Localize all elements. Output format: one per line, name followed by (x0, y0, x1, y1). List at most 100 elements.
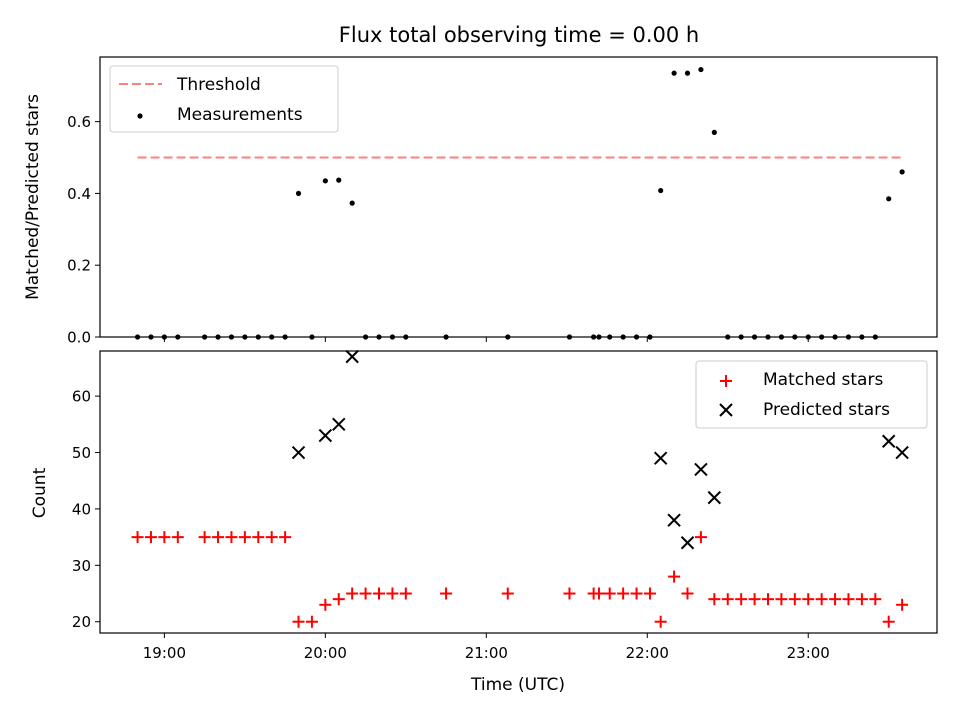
measurement-point (349, 200, 355, 206)
matched-star-point (761, 593, 774, 606)
predicted-stars-points (291, 349, 909, 550)
matched-star-point (386, 587, 399, 600)
matched-star-point (359, 587, 372, 600)
measurement-point (671, 70, 677, 76)
chart-title: Flux total observing time = 0.00 h (339, 23, 699, 47)
measurement-point (698, 66, 704, 73)
measurement-point (591, 334, 597, 340)
legend-matched-label: Matched stars (763, 370, 883, 390)
bottom-y-tick-label: 40 (72, 500, 91, 518)
legend-predicted-label: Predicted stars (763, 400, 890, 420)
measurement-point (633, 334, 640, 340)
top-y-tick-label: 0.4 (67, 185, 91, 203)
matched-star-point (815, 593, 828, 606)
measurement-point (792, 334, 798, 340)
bottom-legend-box (695, 360, 928, 429)
bottom-y-tick-label: 60 (72, 388, 91, 406)
bottom-x-tick-label: 22:00 (626, 644, 669, 662)
measurement-point (805, 334, 811, 340)
measurement-point (751, 334, 758, 340)
matched-star-point (708, 593, 721, 606)
matched-star-point (212, 531, 225, 544)
bottom-y-ticks: 20 30 40 50 60 (72, 388, 100, 631)
measurement-point (658, 187, 664, 194)
measurement-point (872, 334, 878, 340)
matched-star-point (144, 531, 157, 544)
matched-star-point (440, 587, 453, 600)
matched-star-point (802, 593, 815, 606)
matched-star-point (252, 531, 265, 544)
matched-star-point (603, 587, 616, 600)
matched-star-point (668, 570, 681, 583)
matched-star-point (238, 531, 251, 544)
bottom-legend: Matched stars Predicted stars (695, 360, 928, 429)
legend-matched-swatch (720, 375, 732, 387)
matched-star-point (319, 598, 332, 611)
matched-star-point (198, 531, 211, 544)
matched-star-point (279, 531, 292, 544)
measurement-point (765, 334, 771, 340)
matched-star-point (829, 593, 842, 606)
measurement-point (607, 334, 613, 340)
predicted-star-point (895, 445, 909, 460)
predicted-star-point (707, 490, 722, 505)
measurement-point (202, 334, 208, 340)
measurement-point (778, 334, 785, 340)
measurement-point (443, 334, 449, 340)
measurement-point (336, 177, 342, 183)
legend-threshold-label: Threshold (176, 75, 261, 95)
measurement-point (711, 129, 717, 135)
matched-star-point (292, 615, 305, 628)
matched-star-point (171, 531, 184, 544)
matched-stars-points (131, 531, 909, 628)
measurement-point (886, 196, 892, 202)
measurement-points (134, 66, 905, 340)
measurement-point (819, 334, 825, 340)
matched-star-point (643, 587, 656, 600)
measurement-point (738, 334, 744, 340)
bottom-x-tick-label: 23:00 (787, 644, 830, 662)
matched-star-point (265, 531, 278, 544)
matched-star-point (654, 615, 667, 628)
matched-star-point (855, 593, 868, 606)
bottom-axes-frame (99, 350, 938, 634)
matched-star-point (748, 593, 761, 606)
measurement-point (175, 334, 181, 340)
matched-star-point (842, 593, 855, 606)
measurement-point (161, 334, 167, 340)
measurement-point (295, 190, 302, 197)
top-axes-frame (99, 56, 938, 338)
predicted-star-point (694, 462, 708, 477)
measurement-point (282, 334, 288, 340)
measurement-point (505, 334, 511, 340)
matched-star-point (158, 531, 171, 544)
measurement-point (859, 334, 865, 340)
measurement-point (228, 334, 235, 340)
matched-star-point (373, 587, 385, 600)
matched-star-point (721, 593, 734, 606)
bottom-x-tick-label: 21:00 (465, 644, 508, 662)
matched-star-point (775, 593, 788, 606)
measurement-point (134, 334, 141, 340)
measurement-point (832, 334, 838, 340)
top-y-tick-label: 0.6 (67, 113, 91, 131)
matched-star-point (617, 587, 630, 600)
measurement-point (148, 334, 154, 340)
measurement-point (566, 334, 573, 340)
measurement-point (322, 178, 328, 184)
matched-star-point (592, 587, 605, 600)
top-panel: 0.0 0.2 0.4 0.6 Matched/Predicted stars Thr… (23, 56, 938, 347)
measurement-point (389, 334, 396, 340)
predicted-star-point (680, 536, 695, 550)
matched-star-point (896, 598, 909, 611)
predicted-star-point (291, 445, 306, 460)
measurement-point (215, 334, 221, 340)
measurement-point (362, 334, 369, 340)
bottom-x-tick-label: 20:00 (304, 644, 347, 662)
matched-star-point (869, 593, 882, 606)
measurement-point (647, 334, 653, 340)
matched-star-point (501, 587, 514, 600)
measurement-point (403, 334, 409, 340)
predicted-star-point (667, 513, 681, 527)
measurement-point (620, 334, 626, 340)
